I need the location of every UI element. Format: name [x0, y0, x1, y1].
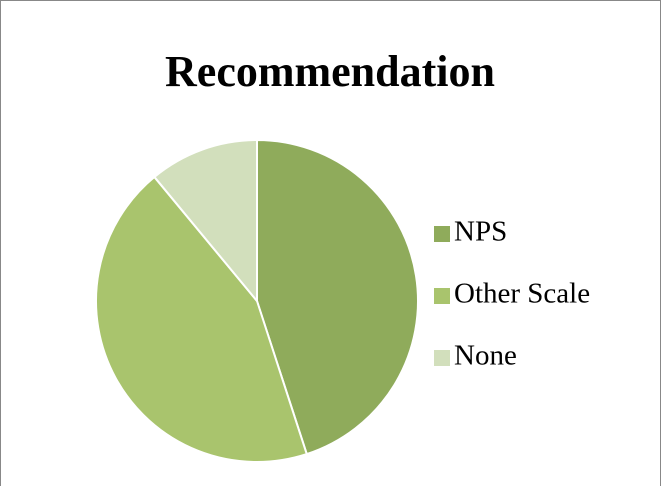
pie-slice: [95, 175, 309, 463]
legend-swatch: [434, 288, 450, 304]
pie-slice: [256, 138, 419, 456]
legend-swatch: [434, 350, 450, 366]
legend-label: NPS: [454, 216, 507, 248]
legend-label: None: [454, 340, 517, 372]
chart-title: Recommendation: [165, 47, 495, 96]
pie-slice: [152, 138, 258, 304]
legend-swatch: [434, 226, 450, 242]
legend-label: Other Scale: [454, 278, 590, 310]
